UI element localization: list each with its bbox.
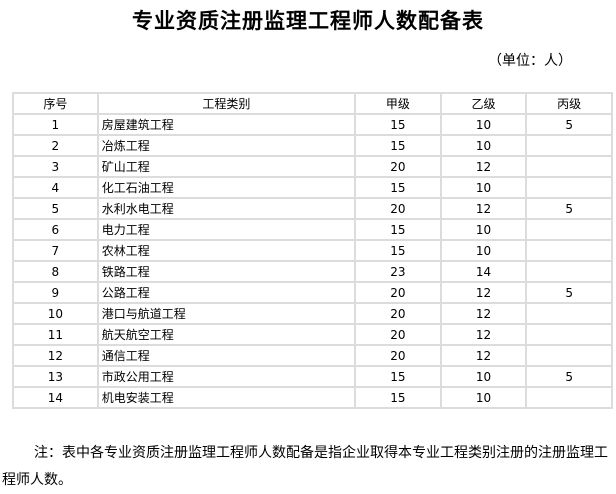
table-cell <box>525 344 613 367</box>
column-header: 乙级 <box>439 92 528 115</box>
table-row: 5 水利水电工程 20 12 5 <box>12 197 613 220</box>
table-cell: 10 <box>439 113 528 136</box>
table-cell: 2 <box>12 134 99 157</box>
table-cell: 6 <box>12 218 99 241</box>
table-cell: 20 <box>354 323 442 346</box>
table-cell: 15 <box>354 386 442 409</box>
page-title: 专业资质注册监理工程师人数配备表 <box>132 8 484 33</box>
table-cell <box>525 386 613 409</box>
table-row: 3 矿山工程 20 12 <box>12 155 613 178</box>
table-cell <box>525 239 613 262</box>
table-cell: 20 <box>354 155 442 178</box>
table-cell: 8 <box>12 260 99 283</box>
column-header: 丙级 <box>525 92 613 115</box>
table-cell: 机电安装工程 <box>96 386 357 409</box>
table-row: 10 港口与航道工程 20 12 <box>12 302 613 325</box>
table-row: 12 通信工程 20 12 <box>12 344 613 367</box>
table-cell: 10 <box>439 176 528 199</box>
table-row: 14 机电安装工程 15 10 <box>12 386 613 409</box>
table-row: 4 化工石油工程 15 10 <box>12 176 613 199</box>
table-cell: 10 <box>439 134 528 157</box>
table-cell: 1 <box>12 113 99 136</box>
table-cell: 14 <box>12 386 99 409</box>
table-cell: 20 <box>354 344 442 367</box>
table-cell: 14 <box>439 260 528 283</box>
table-cell: 11 <box>12 323 99 346</box>
staffing-table: 序号 工程类别 甲级 乙级 丙级 1 房屋建筑工程 15 10 5 2 冶炼工程 15 10 3 矿山工程 2… <box>12 92 613 409</box>
footnote: 注：表中各专业资质注册监理工程师人数配备是指企业取得本专业工程类别注册的注册监理… <box>2 445 608 488</box>
table-cell: 市政公用工程 <box>96 365 357 388</box>
table-cell: 15 <box>354 365 442 388</box>
table-cell: 10 <box>439 386 528 409</box>
table-cell: 20 <box>354 302 442 325</box>
table-cell: 航天航空工程 <box>96 323 357 346</box>
table-cell: 5 <box>525 365 613 388</box>
table-cell <box>525 302 613 325</box>
table-cell: 12 <box>439 281 528 304</box>
table-cell: 12 <box>439 302 528 325</box>
table-row: 11 航天航空工程 20 12 <box>12 323 613 346</box>
table-cell <box>525 218 613 241</box>
table-row: 13 市政公用工程 15 10 5 <box>12 365 613 388</box>
unit-label: （单位：人） <box>488 53 572 69</box>
table-cell: 12 <box>439 323 528 346</box>
table-cell: 农林工程 <box>96 239 357 262</box>
table-row: 9 公路工程 20 12 5 <box>12 281 613 304</box>
table-cell: 房屋建筑工程 <box>96 113 357 136</box>
table-cell <box>525 260 613 283</box>
table-cell: 3 <box>12 155 99 178</box>
table-cell <box>525 176 613 199</box>
table-cell: 12 <box>439 155 528 178</box>
column-header: 工程类别 <box>96 92 357 115</box>
table-row: 8 铁路工程 23 14 <box>12 260 613 283</box>
table-cell: 20 <box>354 197 442 220</box>
table-cell: 10 <box>439 365 528 388</box>
table-cell: 铁路工程 <box>96 260 357 283</box>
column-header: 甲级 <box>354 92 442 115</box>
table-cell: 13 <box>12 365 99 388</box>
table-cell: 电力工程 <box>96 218 357 241</box>
table-row: 6 电力工程 15 10 <box>12 218 613 241</box>
table-row: 2 冶炼工程 15 10 <box>12 134 613 157</box>
table-cell: 矿山工程 <box>96 155 357 178</box>
table-cell: 12 <box>439 197 528 220</box>
table-cell: 20 <box>354 281 442 304</box>
table-cell: 15 <box>354 113 442 136</box>
table-cell: 12 <box>12 344 99 367</box>
table-cell: 水利水电工程 <box>96 197 357 220</box>
table-cell: 港口与航道工程 <box>96 302 357 325</box>
table-cell: 5 <box>525 113 613 136</box>
table-cell: 10 <box>12 302 99 325</box>
table-cell: 15 <box>354 218 442 241</box>
table-cell: 15 <box>354 176 442 199</box>
table-cell <box>525 323 613 346</box>
table-cell: 化工石油工程 <box>96 176 357 199</box>
table-cell: 7 <box>12 239 99 262</box>
table-cell <box>525 155 613 178</box>
table-cell: 23 <box>354 260 442 283</box>
table-row: 1 房屋建筑工程 15 10 5 <box>12 113 613 136</box>
table-cell: 15 <box>354 134 442 157</box>
table-row: 7 农林工程 15 10 <box>12 239 613 262</box>
table-cell: 5 <box>525 197 613 220</box>
table-cell: 4 <box>12 176 99 199</box>
table-cell: 10 <box>439 218 528 241</box>
table-cell: 15 <box>354 239 442 262</box>
table-cell: 12 <box>439 344 528 367</box>
table-cell: 冶炼工程 <box>96 134 357 157</box>
table-cell: 9 <box>12 281 99 304</box>
table-cell: 公路工程 <box>96 281 357 304</box>
table-cell: 5 <box>12 197 99 220</box>
table-cell <box>525 134 613 157</box>
table-header-row: 序号 工程类别 甲级 乙级 丙级 <box>12 92 613 115</box>
table-cell: 通信工程 <box>96 344 357 367</box>
column-header: 序号 <box>12 92 99 115</box>
table-cell: 5 <box>525 281 613 304</box>
table-cell: 10 <box>439 239 528 262</box>
